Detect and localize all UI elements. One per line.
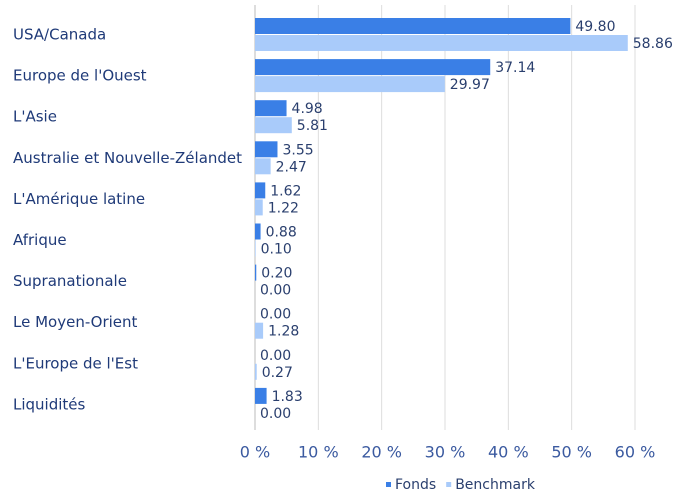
category-label: Australie et Nouvelle-Zélandet xyxy=(13,149,242,167)
value-label: 49.80 xyxy=(575,19,615,35)
bar xyxy=(255,240,256,257)
value-label: 0.00 xyxy=(260,307,291,323)
value-label: 0.27 xyxy=(262,365,293,381)
x-tick-label: 60 % xyxy=(615,443,656,462)
category-label: L'Europe de l'Est xyxy=(13,354,138,372)
value-label: 1.62 xyxy=(270,183,301,199)
bar xyxy=(255,141,278,158)
value-label: 1.22 xyxy=(268,200,299,216)
bar xyxy=(255,18,571,34)
value-label: 0.10 xyxy=(261,242,292,258)
value-label: 1.83 xyxy=(272,389,303,405)
legend-label: Benchmark xyxy=(455,477,536,493)
x-tick-label: 30 % xyxy=(425,443,466,462)
bar xyxy=(255,387,267,404)
bar xyxy=(255,199,263,216)
bar xyxy=(255,35,628,51)
value-label: 0.00 xyxy=(260,348,291,364)
legend-swatch xyxy=(446,482,452,487)
category-label: USA/Canada xyxy=(13,26,106,44)
bar xyxy=(255,182,266,199)
category-label: Afrique xyxy=(13,231,67,249)
bar xyxy=(255,158,271,175)
value-label: 0.88 xyxy=(266,225,297,241)
category-label: Liquidités xyxy=(13,395,86,413)
x-tick-label: 20 % xyxy=(361,443,402,462)
value-label: 0.00 xyxy=(260,406,291,422)
bar xyxy=(255,117,292,134)
value-label: 3.55 xyxy=(282,142,313,158)
x-tick-label: 50 % xyxy=(551,443,592,462)
value-label: 0.00 xyxy=(260,283,291,299)
bar xyxy=(255,363,257,380)
legend-label: Fonds xyxy=(395,477,436,493)
category-label: Le Moyen-Orient xyxy=(13,313,138,331)
x-tick-label: 10 % xyxy=(298,443,339,462)
legend-swatch xyxy=(386,482,391,487)
bar xyxy=(255,223,261,240)
bar xyxy=(255,76,445,93)
value-label: 2.47 xyxy=(276,159,307,175)
value-label: 1.28 xyxy=(268,324,299,340)
bar xyxy=(255,264,257,281)
bar xyxy=(255,59,491,76)
value-label: 29.97 xyxy=(450,77,490,93)
value-label: 5.81 xyxy=(297,118,328,134)
bar xyxy=(255,100,287,117)
value-label: 0.20 xyxy=(261,266,292,282)
value-label: 4.98 xyxy=(292,101,323,117)
bar xyxy=(255,322,264,339)
value-label: 58.86 xyxy=(633,36,673,52)
value-label: 37.14 xyxy=(495,60,535,76)
category-label: Supranationale xyxy=(13,272,127,290)
x-tick-label: 0 % xyxy=(240,443,270,462)
category-label: L'Amérique latine xyxy=(13,190,145,208)
category-label: L'Asie xyxy=(13,108,57,126)
category-label: Europe de l'Ouest xyxy=(13,67,147,85)
x-tick-label: 40 % xyxy=(488,443,529,462)
